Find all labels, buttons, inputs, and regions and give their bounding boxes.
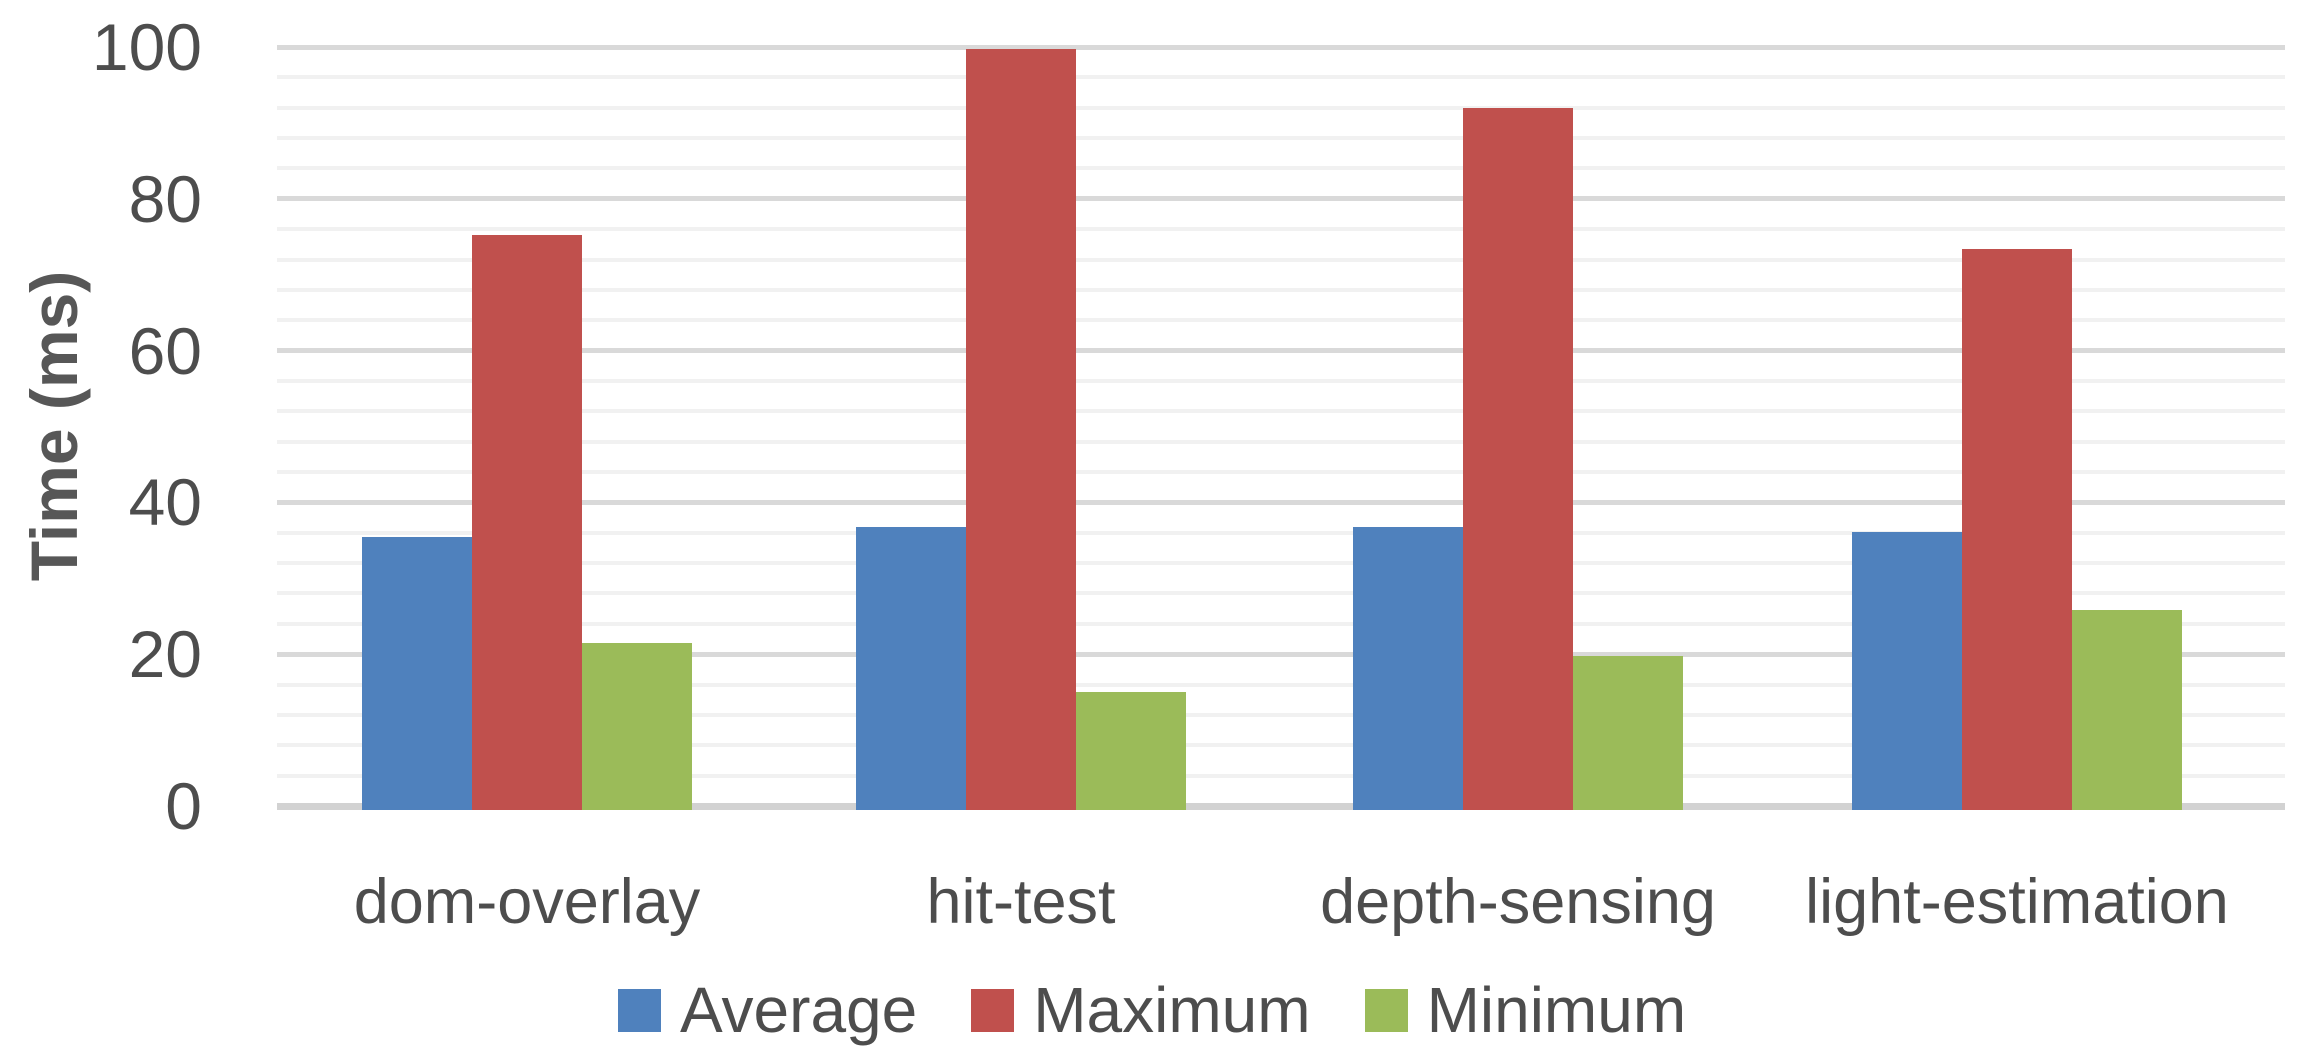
x-label-depth-sensing: depth-sensing <box>1320 867 1716 937</box>
minor-gridline <box>277 621 2285 626</box>
bar-maximum-dom-overlay <box>472 235 582 810</box>
y-tick-label: 100 <box>91 10 202 84</box>
y-tick-label: 40 <box>128 465 202 540</box>
major-gridline <box>277 196 2285 202</box>
minor-gridline <box>277 439 2285 444</box>
minor-gridline <box>277 409 2285 414</box>
bar-maximum-light-estimation <box>1962 248 2072 810</box>
legend-item-maximum: Maximum <box>971 973 1311 1047</box>
minor-gridline <box>277 470 2285 475</box>
legend-label: Maximum <box>1033 974 1311 1046</box>
bar-maximum-depth-sensing <box>1463 108 1573 810</box>
bar-minimum-light-estimation <box>2072 610 2182 810</box>
bar-average-hit-test <box>856 526 966 810</box>
bar-minimum-dom-overlay <box>582 642 692 810</box>
y-tick-label: 60 <box>128 313 202 388</box>
minor-gridline <box>277 712 2285 717</box>
minor-gridline <box>277 287 2285 292</box>
minor-gridline <box>277 227 2285 232</box>
major-gridline <box>277 44 2285 50</box>
x-axis-line <box>277 803 2285 810</box>
legend-item-average: Average <box>618 973 917 1047</box>
y-tick-label: 0 <box>165 769 202 843</box>
minor-gridline <box>277 378 2285 383</box>
bar-maximum-hit-test <box>966 48 1076 810</box>
x-label-dom-overlay: dom-overlay <box>353 867 701 937</box>
minor-gridline <box>277 105 2285 110</box>
y-axis-title: Time (ms) <box>17 270 91 582</box>
legend-swatch-maximum <box>971 988 1015 1032</box>
bar-average-depth-sensing <box>1353 527 1463 810</box>
minor-gridline <box>277 166 2285 171</box>
minor-gridline <box>277 136 2285 141</box>
x-label-hit-test: hit-test <box>926 867 1116 937</box>
y-tick-label: 80 <box>128 161 202 236</box>
bar-minimum-depth-sensing <box>1573 655 1683 810</box>
minor-gridline <box>277 743 2285 748</box>
minor-gridline <box>277 75 2285 80</box>
legend-swatch-minimum <box>1364 988 1408 1032</box>
major-gridline <box>277 499 2285 505</box>
legend-label: Average <box>680 974 918 1046</box>
major-gridline <box>277 651 2285 657</box>
bar-minimum-hit-test <box>1076 692 1186 810</box>
bar-average-dom-overlay <box>362 536 472 810</box>
legend-label: Minimum <box>1426 974 1687 1046</box>
y-tick-label: 20 <box>128 617 202 692</box>
minor-gridline <box>277 530 2285 535</box>
x-label-light-estimation: light-estimation <box>1805 867 2229 937</box>
minor-gridline <box>277 773 2285 778</box>
minor-gridline <box>277 591 2285 596</box>
minor-gridline <box>277 682 2285 687</box>
minor-gridline <box>277 257 2285 262</box>
major-gridline <box>277 348 2285 354</box>
bar-average-light-estimation <box>1852 532 1962 810</box>
minor-gridline <box>277 318 2285 323</box>
legend-swatch-average <box>618 988 661 1032</box>
legend-item-minimum: Minimum <box>1364 973 1687 1047</box>
minor-gridline <box>277 561 2285 566</box>
legend: Average Maximum Minimum <box>618 974 1740 1046</box>
